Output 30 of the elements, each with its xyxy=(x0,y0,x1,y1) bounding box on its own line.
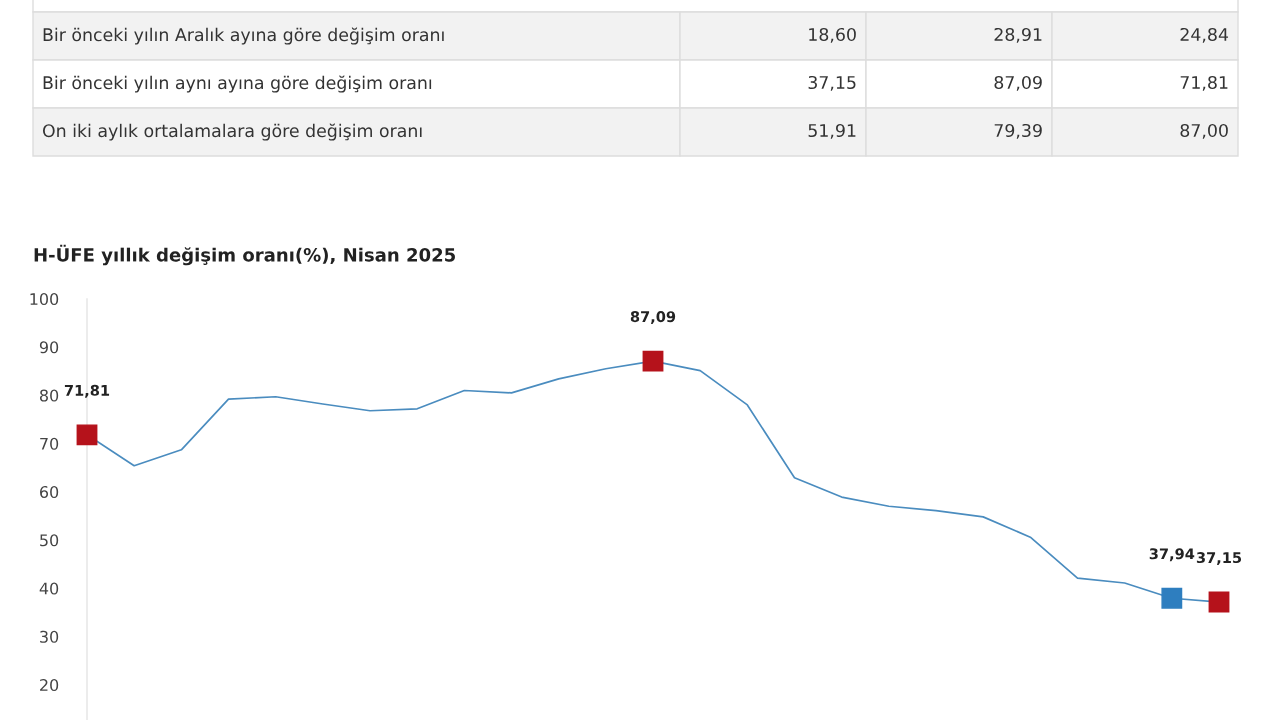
y-tick-label: 50 xyxy=(40,534,59,547)
point xyxy=(642,350,664,372)
chart-title: H-ÜFE yıllık değişim oranı(%), Nisan 2025 xyxy=(34,244,455,266)
text: 87,09 xyxy=(994,75,1042,91)
data-label: 71,81 xyxy=(64,384,110,398)
text: Bir önceki yılın Aralık ayına göre değişim oranı xyxy=(43,27,444,45)
y-tick-label: 90 xyxy=(39,341,59,354)
text: 18,60 xyxy=(809,27,856,43)
y-tick-label: 20 xyxy=(40,678,59,692)
text: On iki aylık ortalamalara göre değişim oranı xyxy=(42,123,422,141)
text: 79,39 xyxy=(994,123,1042,139)
point xyxy=(1161,587,1183,609)
point xyxy=(1208,591,1230,613)
data-label: 37,94 xyxy=(1149,548,1195,562)
text: 87,00 xyxy=(1180,123,1228,139)
y-tick-label: 80 xyxy=(39,389,59,402)
y-tick-label: 60 xyxy=(40,486,59,499)
text: 24,84 xyxy=(1180,27,1229,43)
point xyxy=(76,424,98,446)
text: Bir önceki yılın aynı ayına göre değişim oranı xyxy=(43,75,432,93)
text: 37,15 xyxy=(808,75,856,91)
y-tick-label: 100 xyxy=(30,293,59,306)
data-label: 87,09 xyxy=(630,311,676,325)
y-tick-label: 30 xyxy=(40,630,59,643)
text: 28,91 xyxy=(994,27,1042,43)
y-tick-label: 70 xyxy=(40,437,59,450)
data-label: 37,15 xyxy=(1196,552,1242,565)
text: 71,81 xyxy=(1180,75,1228,91)
y-tick-label: 40 xyxy=(39,582,59,595)
text: 51,91 xyxy=(808,123,856,139)
